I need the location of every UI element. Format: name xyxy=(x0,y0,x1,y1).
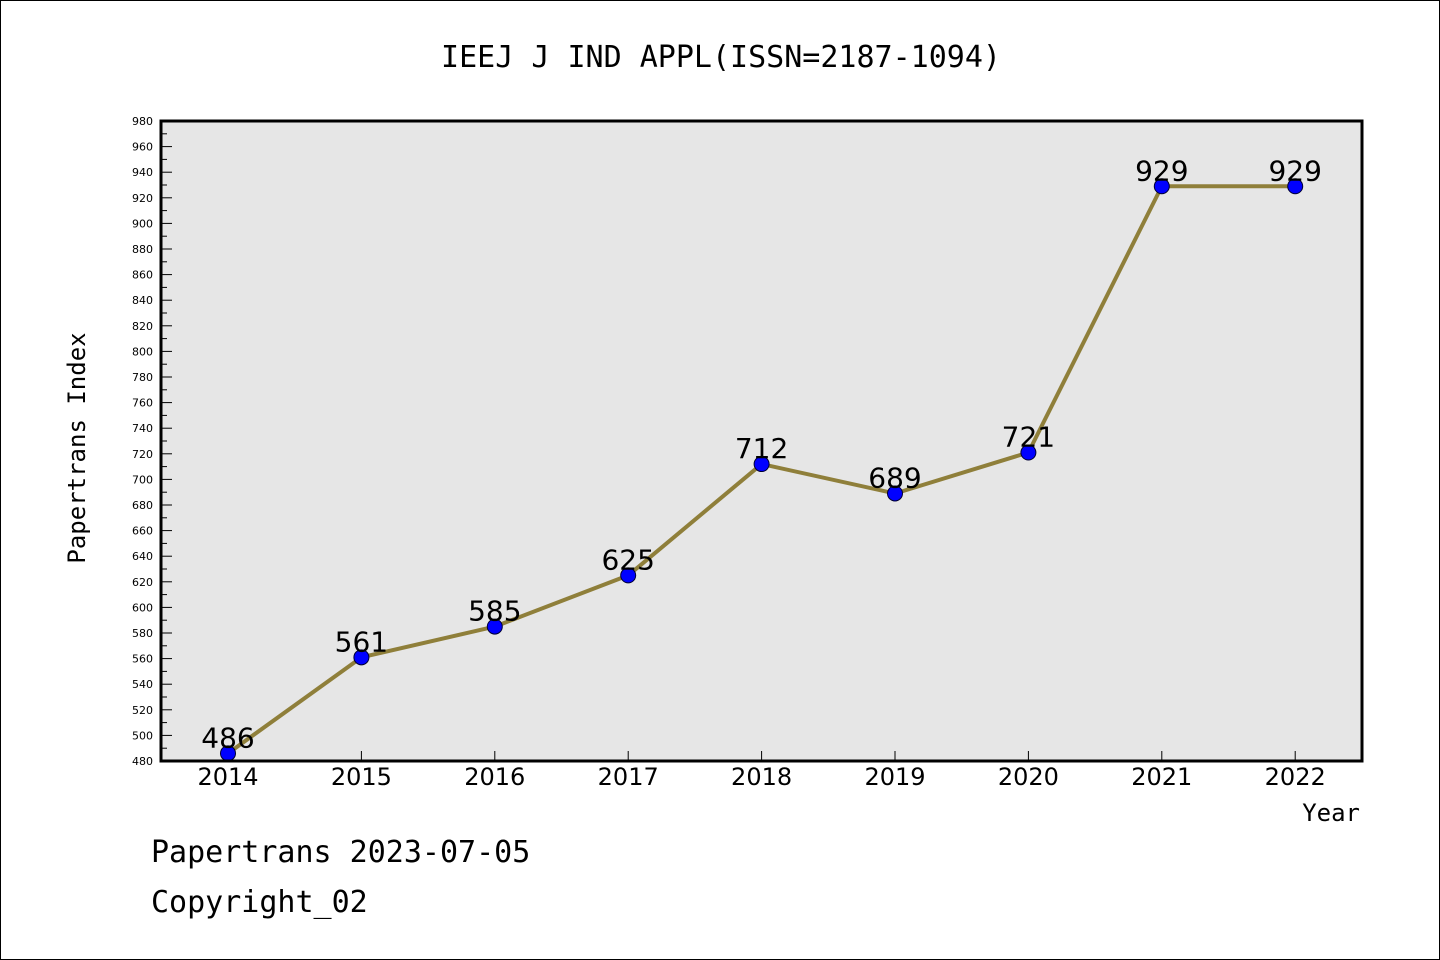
y-tick-label: 760 xyxy=(132,397,153,410)
x-tick-label: 2022 xyxy=(1265,763,1326,791)
data-label: 929 xyxy=(1135,154,1188,187)
footer-copyright: Copyright_02 xyxy=(151,885,368,920)
plot-border xyxy=(159,119,1364,763)
y-axis: 480 500 520 540 560 580 600 620 640 660 680 700 720 7… xyxy=(132,115,172,768)
x-tick-label: 2014 xyxy=(197,763,258,791)
data-labels: 486 561 585 625 712 689 721 929 929 xyxy=(201,154,1322,754)
data-label: 721 xyxy=(1002,421,1055,454)
data-point xyxy=(1153,178,1170,195)
y-tick-label: 820 xyxy=(132,320,153,333)
y-tick-label: 860 xyxy=(132,269,153,282)
x-tick-label: 2019 xyxy=(864,763,925,791)
data-point xyxy=(486,618,503,635)
data-point xyxy=(1287,178,1304,195)
chart-title: IEEJ J IND APPL(ISSN=2187-1094) xyxy=(441,40,1001,75)
data-label: 561 xyxy=(335,625,388,658)
data-label: 625 xyxy=(601,543,654,576)
y-tick-label: 620 xyxy=(132,576,153,589)
x-tick-label: 2017 xyxy=(598,763,659,791)
y-tick-label: 540 xyxy=(132,678,153,691)
data-label: 929 xyxy=(1268,154,1321,187)
y-tick-label: 720 xyxy=(132,448,153,461)
x-tick-label: 2020 xyxy=(998,763,1059,791)
x-tick-label: 2021 xyxy=(1131,763,1192,791)
y-tick-label: 780 xyxy=(132,371,153,384)
y-tick-label: 660 xyxy=(132,525,153,538)
footer-stamp: Papertrans 2023-07-05 xyxy=(151,835,531,870)
x-tick-label: 2015 xyxy=(331,763,392,791)
data-point xyxy=(353,649,370,666)
y-tick-label: 600 xyxy=(132,601,153,614)
y-tick-label: 740 xyxy=(132,422,153,435)
data-point xyxy=(620,567,637,584)
x-tick-label: 2018 xyxy=(731,763,792,791)
y-tick-label: 900 xyxy=(132,217,153,230)
y-axis-label: Papertrans Index xyxy=(63,332,91,563)
x-axis-label: Year xyxy=(1302,799,1360,827)
y-tick-label: 680 xyxy=(132,499,153,512)
y-tick-label: 560 xyxy=(132,653,153,666)
data-point xyxy=(887,485,903,502)
x-axis: 2014 2015 2016 2017 2018 2019 2020 2021 2022 xyxy=(197,751,1326,791)
y-tick-label: 840 xyxy=(132,294,153,307)
x-tick-label: 2016 xyxy=(464,763,525,791)
y-tick-label: 880 xyxy=(132,243,153,256)
y-tick-label: 500 xyxy=(132,729,153,742)
y-tick-label: 520 xyxy=(132,704,153,717)
y-tick-label: 960 xyxy=(132,141,153,154)
y-tick-label: 480 xyxy=(132,755,153,768)
data-label: 585 xyxy=(468,595,521,628)
data-label: 712 xyxy=(735,432,788,465)
data-point xyxy=(753,456,770,473)
y-tick-label: 940 xyxy=(132,166,153,179)
y-tick-label: 640 xyxy=(132,550,153,563)
data-point xyxy=(1020,444,1037,461)
y-tick-label: 700 xyxy=(132,473,153,486)
y-tick-label: 980 xyxy=(132,115,153,128)
y-tick-label: 800 xyxy=(132,345,153,358)
data-label: 486 xyxy=(201,721,254,754)
data-label: 689 xyxy=(868,461,921,494)
y-tick-label: 920 xyxy=(132,192,153,205)
y-tick-label: 580 xyxy=(132,627,153,640)
data-points xyxy=(220,178,1304,762)
